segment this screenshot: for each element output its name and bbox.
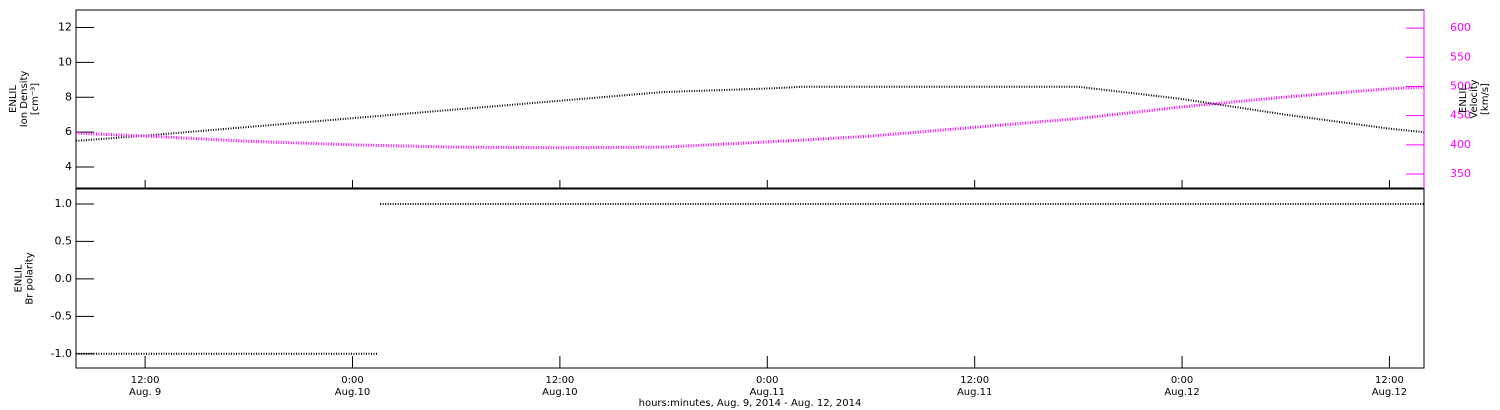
x-tick-label: 12:00 [131, 375, 160, 386]
y-tick-label: -0.5 [51, 309, 72, 322]
axis-label: ENLIL [1458, 85, 1469, 113]
series-line [75, 85, 1425, 142]
x-tick-date: Aug.11 [957, 387, 992, 398]
y-tick-label: -1.0 [51, 347, 72, 360]
x-tick-label: 0:00 [341, 375, 363, 386]
x-tick-date: Aug.12 [1164, 387, 1199, 398]
y2-tick-label: 550 [1450, 50, 1471, 63]
x-tick-date: Aug.11 [750, 387, 785, 398]
y-tick-label: 4 [65, 160, 72, 173]
axis-label: [km/s] [1480, 83, 1491, 115]
x-tick-date: Aug.10 [335, 387, 370, 398]
axis-label: Velocity [1469, 79, 1480, 118]
y2-tick-label: 500 [1450, 79, 1471, 92]
y-tick-label: 10 [58, 55, 72, 68]
x-tick-date: Aug.12 [1372, 387, 1407, 398]
x-tick-date: Aug. 9 [129, 387, 161, 398]
axis-label: Br polarity [25, 252, 36, 304]
axis-label: ENLIL [14, 264, 25, 292]
y-tick-label: 8 [65, 90, 72, 103]
x-tick-label: 0:00 [756, 375, 778, 386]
y-tick-label: 12 [58, 20, 72, 33]
y-tick-label: 0.0 [55, 272, 73, 285]
axis-label: ENLIL [8, 85, 19, 113]
x-axis-title: hours:minutes, Aug. 9, 2014 - Aug. 12, 2… [639, 398, 862, 409]
x-tick-label: 12:00 [960, 375, 989, 386]
series-line [75, 85, 1425, 150]
y2-tick-label: 600 [1450, 21, 1471, 34]
axis-label: Ion Density [19, 71, 30, 128]
axis-label: [cm⁻³] [30, 83, 41, 115]
x-tick-date: Aug.10 [542, 387, 577, 398]
y2-tick-label: 350 [1450, 167, 1471, 180]
y-tick-label: 0.5 [55, 234, 73, 247]
x-tick-label: 0:00 [1171, 375, 1193, 386]
y2-tick-label: 400 [1450, 138, 1471, 151]
y2-tick-label: 450 [1450, 109, 1471, 122]
x-tick-label: 12:00 [545, 375, 574, 386]
y-tick-label: 6 [65, 125, 72, 138]
y-tick-label: 1.0 [55, 197, 73, 210]
x-tick-label: 12:00 [1375, 375, 1404, 386]
